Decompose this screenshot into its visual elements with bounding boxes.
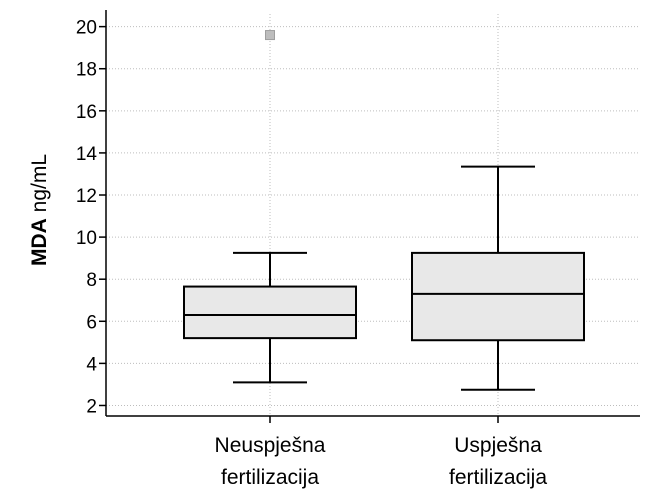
outlier-point [265, 30, 275, 41]
y-tick-label: 20 [76, 18, 97, 39]
y-tick-label: 8 [86, 270, 97, 291]
x-category-label: Neuspješna [215, 434, 326, 457]
y-tick-label: 18 [76, 60, 97, 81]
axes [105, 10, 640, 423]
x-category-label: Uspješna [454, 434, 542, 457]
y-tick-label: 4 [86, 354, 97, 375]
y-axis-ticks: 2 4 6 8 10 12 14 16 18 20 [76, 18, 106, 417]
y-tick-label: 10 [76, 228, 97, 249]
box-iqr [411, 251, 585, 342]
box-iqr [183, 285, 357, 340]
y-tick-label: 14 [76, 144, 98, 165]
box-group [411, 165, 585, 391]
boxes [183, 30, 585, 391]
x-axis-labels: Neuspješna fertilizacija Uspješna fertiliza… [215, 434, 548, 489]
y-tick-label: 16 [76, 102, 97, 123]
y-axis-label-unit: ng/mL [28, 154, 51, 218]
x-category-label: fertilizacija [221, 466, 319, 489]
y-tick-label: 12 [76, 186, 97, 207]
y-tick-label: 6 [86, 312, 97, 333]
grid-lines [106, 14, 640, 416]
y-tick-label: 2 [86, 396, 97, 417]
x-category-label: fertilizacija [449, 466, 547, 489]
y-axis-label-bold: MDA [28, 218, 51, 266]
y-axis-label: MDA ng/mL [28, 154, 51, 266]
box-group [183, 30, 357, 384]
